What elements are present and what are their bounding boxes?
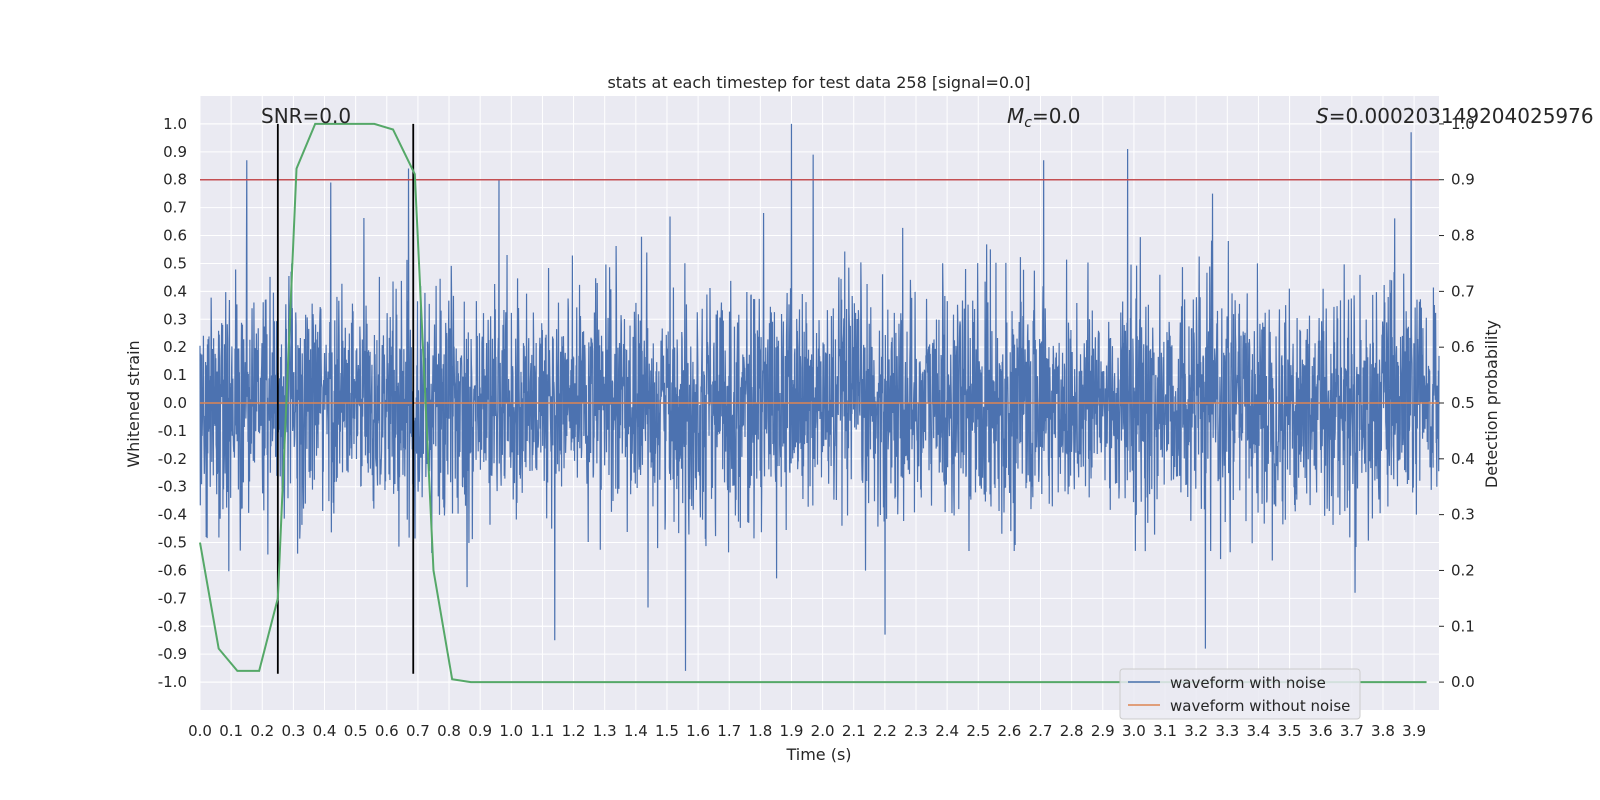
x-tick-label: 1.0 [499,722,523,740]
x-tick-label: 0.7 [406,722,430,740]
y-tick-label: -1.0 [158,673,187,691]
y-tick-label: 0.0 [163,394,187,412]
y-tick-label: -0.8 [158,617,187,635]
x-tick-label: 3.0 [1122,722,1146,740]
detection-probability-line [199,122,1427,684]
y-axis-label: Whitened strain [124,340,143,467]
y-tick-label: 0.4 [163,282,187,300]
y2-tick-label: 0.6 [1451,338,1475,356]
x-tick-label: 3.3 [1215,722,1239,740]
series-waveform-with-noise [199,123,1440,671]
y-tick-label: -0.4 [158,506,187,524]
x-tick-label: 0.4 [313,722,337,740]
x-tick-label: 1.4 [624,722,648,740]
x-tick-label: 0.3 [281,722,305,740]
y-tick-label: -0.1 [158,422,187,440]
y-tick-label: -0.9 [158,645,187,663]
x-tick-label: 1.3 [593,722,617,740]
s-symbol: S [1316,104,1329,128]
x-tick-label: 1.7 [717,722,741,740]
x-tick-label: 0.0 [188,722,212,740]
x-tick-label: 2.3 [904,722,928,740]
y2-tick-label: 0.8 [1451,227,1475,245]
y-tick-label: 0.8 [163,171,187,189]
y-tick-label: -0.7 [158,589,187,607]
x-tick-label: 2.7 [1029,722,1053,740]
x-tick-label: 3.4 [1247,722,1271,740]
x-tick-label: 1.6 [686,722,710,740]
x-tick-label: 1.9 [780,722,804,740]
y2-tick-label: 0.7 [1451,282,1475,300]
x-tick-label: 3.6 [1309,722,1333,740]
y2-tick-label: 0.9 [1451,171,1475,189]
y2-tick-label: 0.5 [1451,394,1475,412]
mc-value: =0.0 [1032,104,1081,128]
s-annotation: S=0.00020314920402597​6 [1316,104,1594,128]
y2-tick-label: 0.0 [1451,673,1475,691]
y-tick-label: 0.1 [163,366,187,384]
x-tick-label: 3.7 [1340,722,1364,740]
x-tick-label: 3.2 [1184,722,1208,740]
legend-box [1119,668,1361,720]
x-tick-label: 2.4 [935,722,959,740]
y-tick-label: 0.2 [163,338,187,356]
y-tick-labels: -1.0 -0.9 -0.8 -0.7 -0.6 -0.5 -0.4 -0.3 -0.2 -0.1… [158,115,187,691]
x-tick-label: 0.2 [250,722,274,740]
y2-tick-label: 0.4 [1451,450,1475,468]
x-tick-label: 2.9 [1091,722,1115,740]
y2-tick-labels: 0.0 0.1 0.2 0.3 0.4 0.5 0.6 0.7 0.8 0.9 1.0 [1439,115,1475,691]
y2-tick-label: 1.0 [1451,115,1475,133]
x-tick-label: 2.6 [997,722,1021,740]
legend: waveform with noise waveform without noi… [1119,668,1361,720]
y-tick-label: 1.0 [163,115,187,133]
x-tick-label: 3.1 [1153,722,1177,740]
noise-waveform-line [199,123,1440,671]
mc-annotation: Mc=0.0 [1007,104,1081,131]
legend-label-noise: waveform with noise [1170,674,1326,692]
snr-annotation: SNR=0.0 [261,104,351,128]
s-value: =0.00020314920402597​6 [1329,104,1594,128]
y-tick-label: -0.3 [158,478,187,496]
y2-tick-label: 0.3 [1451,506,1475,524]
y2-tick-label: 0.1 [1451,617,1475,635]
x-tick-label: 0.6 [375,722,399,740]
mc-subscript: c [1024,115,1032,131]
x-tick-label: 0.8 [437,722,461,740]
chart-title: stats at each timestep for test data 258… [607,73,1030,92]
x-axis-label: Time (s) [785,745,851,764]
y-tick-label: 0.3 [163,310,187,328]
y-tick-label: -0.2 [158,450,187,468]
x-tick-label: 3.8 [1371,722,1395,740]
legend-label-clean: waveform without noise [1170,697,1350,715]
mc-symbol: M [1007,104,1024,128]
x-tick-labels: 0.0 0.1 0.2 0.3 0.4 0.5 0.6 0.7 0.8 0.9 1.0 1.1 1.2 1… [188,722,1426,740]
x-tick-label: 1.8 [748,722,772,740]
y2-tick-label: 0.2 [1451,561,1475,579]
y-tick-label: 0.7 [163,199,187,217]
y-tick-label: -0.5 [158,534,187,552]
x-tick-label: 2.2 [873,722,897,740]
x-tick-label: 2.8 [1060,722,1084,740]
x-tick-label: 1.2 [562,722,586,740]
y-tick-label: -0.6 [158,561,187,579]
x-tick-label: 0.5 [344,722,368,740]
y-tick-label: 0.9 [163,143,187,161]
x-tick-label: 0.9 [468,722,492,740]
x-tick-label: 2.1 [842,722,866,740]
x-tick-label: 2.0 [811,722,835,740]
x-tick-label: 1.5 [655,722,679,740]
x-tick-label: 3.9 [1402,722,1426,740]
y-tick-label: 0.6 [163,227,187,245]
y2-axis-label: Detection probability [1482,320,1501,488]
x-tick-label: 3.5 [1278,722,1302,740]
x-tick-label: 0.1 [219,722,243,740]
series-detection-probability [199,122,1427,684]
x-tick-label: 2.5 [966,722,990,740]
y-tick-label: 0.5 [163,254,187,272]
x-tick-label: 1.1 [531,722,555,740]
